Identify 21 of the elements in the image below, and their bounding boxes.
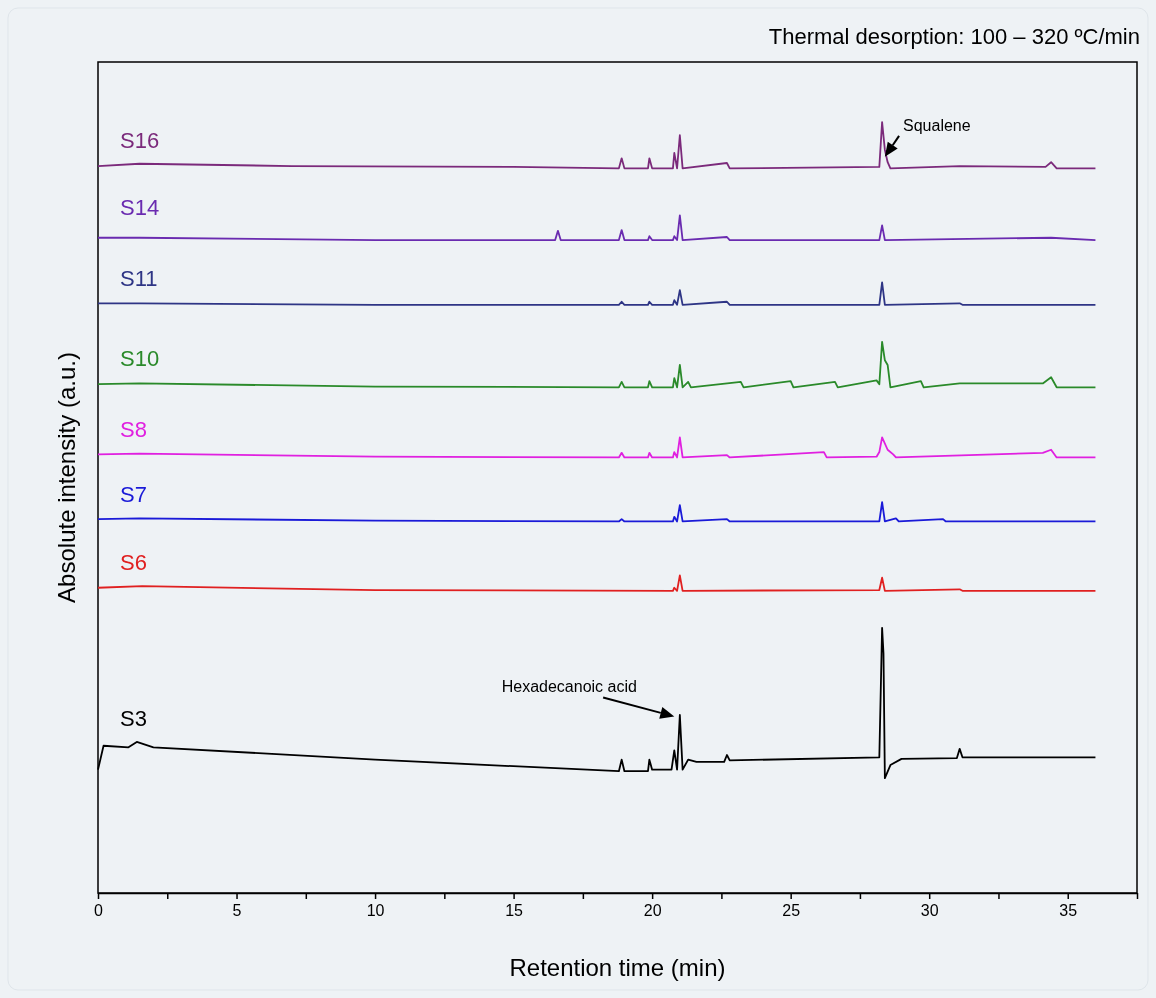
series-label: S7 <box>120 482 147 508</box>
series-label: S16 <box>120 127 160 153</box>
x-tick-label: 20 <box>643 902 662 920</box>
series-label: S3 <box>120 705 147 731</box>
series-label: S8 <box>120 416 147 442</box>
chart-title: Thermal desorption: 100 – 320 ºC/min <box>768 24 1140 49</box>
annotation: Hexadecanoic acid <box>501 678 637 696</box>
y-axis-title: Absolute intensity (a.u.) <box>53 352 80 603</box>
series-label: S6 <box>120 550 147 576</box>
x-tick-label: 35 <box>1059 902 1078 920</box>
x-tick-label: 25 <box>782 902 801 920</box>
x-tick-label: 30 <box>920 902 939 920</box>
series-label: S11 <box>120 265 158 291</box>
series-label: S14 <box>120 194 160 220</box>
x-tick-label: 10 <box>366 902 385 920</box>
annotation: Squalene <box>903 116 971 134</box>
series-label: S10 <box>120 345 160 371</box>
x-tick-label: 5 <box>232 902 242 920</box>
x-tick-label: 15 <box>505 902 524 920</box>
x-axis-title: Retention time (min) <box>509 954 726 981</box>
x-tick-label: 0 <box>94 902 104 920</box>
